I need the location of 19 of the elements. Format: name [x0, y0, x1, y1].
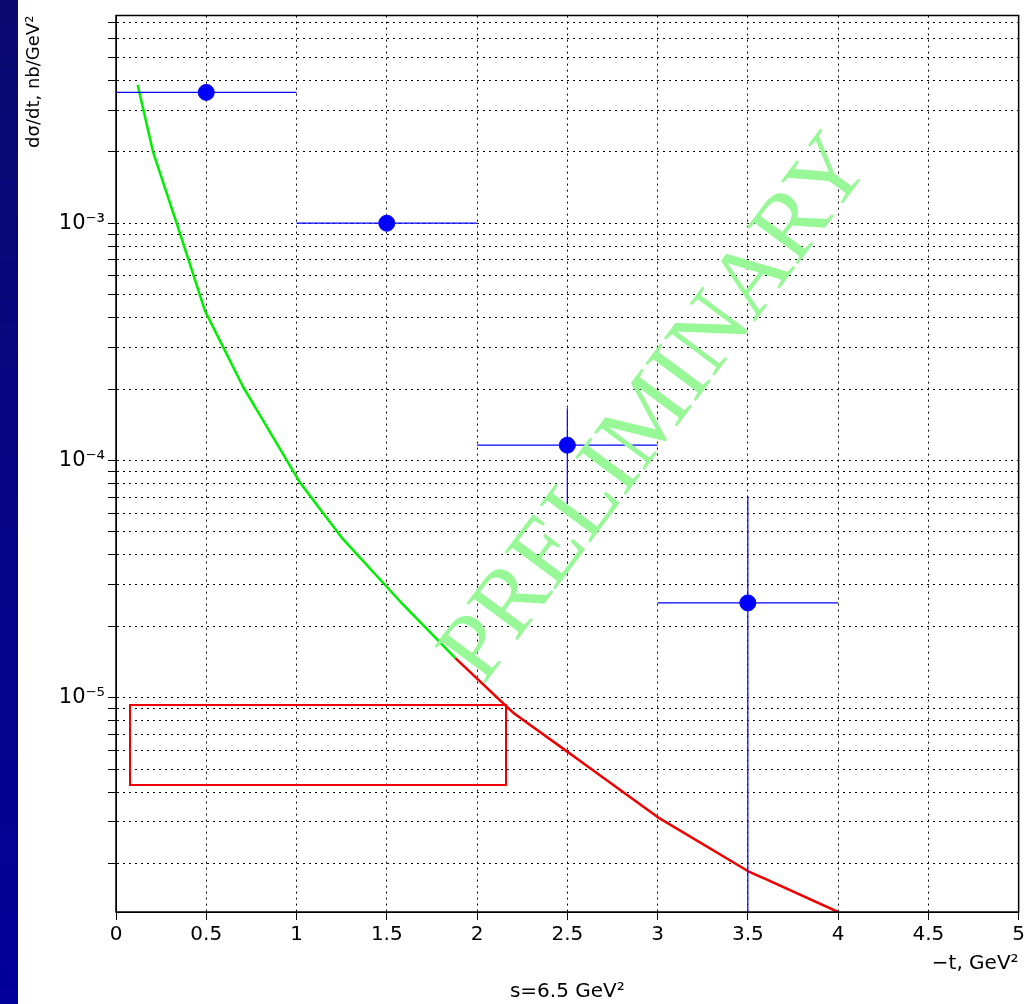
x-tick-label: 2: [470, 921, 484, 946]
x-tick-label: 3: [651, 921, 664, 946]
x-tick-label: 0: [109, 921, 123, 946]
y-tick-label: 10⁻⁵: [58, 684, 105, 709]
x-tick-label: 3.5: [731, 921, 764, 946]
x-axis-title: −t, GeV²: [931, 950, 1019, 975]
point: [378, 214, 396, 232]
text: s=6.5 GeV²: [509, 978, 625, 1003]
x-tick-label: 4: [831, 921, 845, 946]
x-tick-label: 5: [1012, 921, 1025, 946]
point: [197, 83, 215, 101]
x-tick-label: 2.5: [551, 921, 584, 946]
y-tick-label: 10⁻⁴: [58, 446, 105, 471]
y-axis-title: dσ/dt, nb/GeV²: [22, 15, 44, 148]
x-tick-label: 1: [290, 921, 303, 946]
y-tick-label: 10⁻³: [58, 209, 105, 234]
x-tick-label: 1.5: [370, 921, 403, 946]
x-tick-label: 4.5: [912, 921, 945, 946]
x-tick-label: 0.5: [190, 921, 223, 946]
